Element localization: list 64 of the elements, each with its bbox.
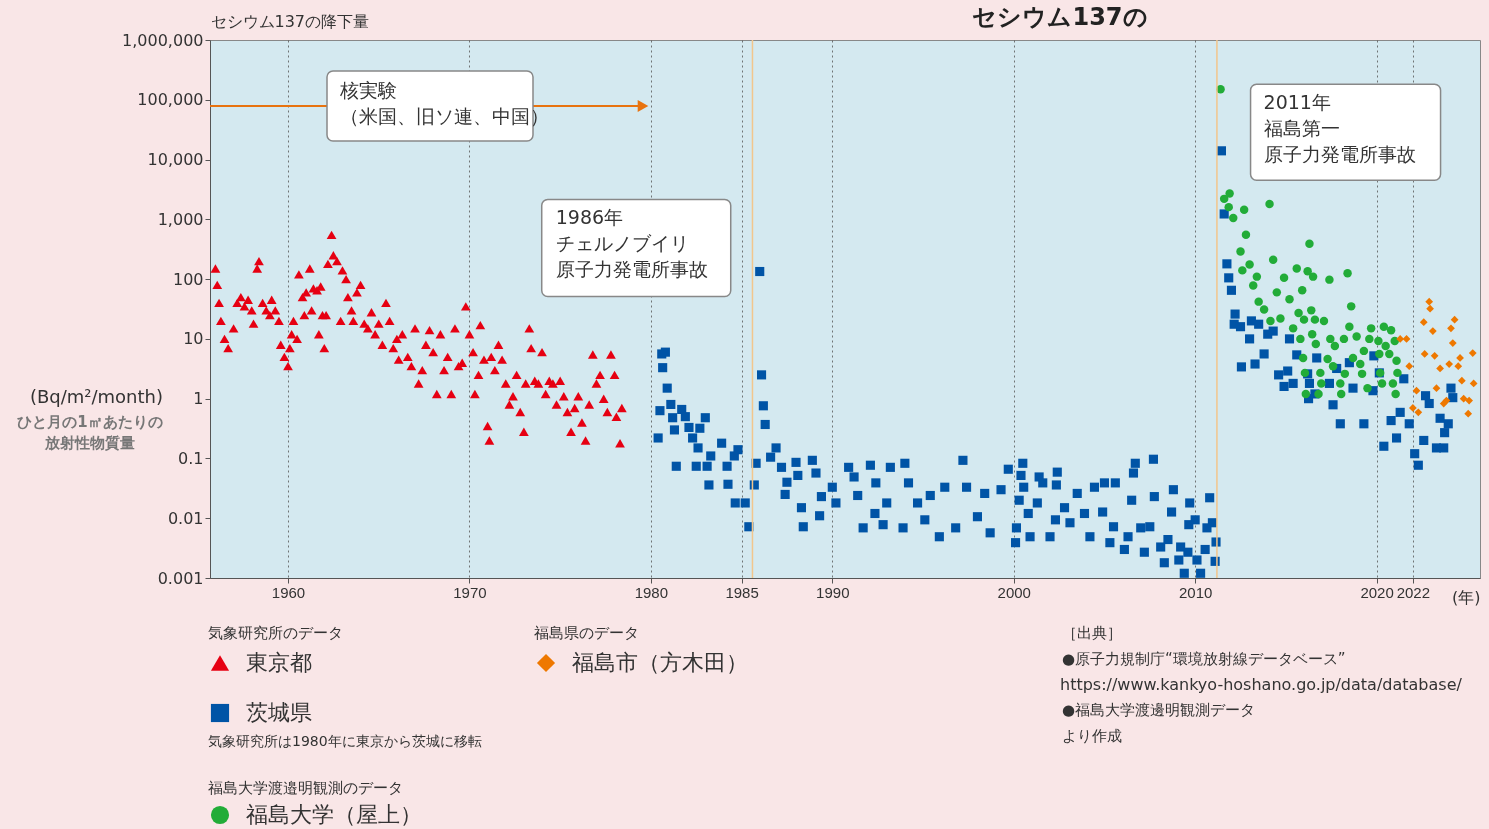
text: ひと月の1㎡あたりの放射性物質量 (17, 413, 163, 452)
point (1419, 318, 1428, 327)
point (1457, 376, 1466, 385)
text: 気象研究所のデータ (208, 624, 343, 642)
annotation: 2011年福島第一原子力発電所事故 (1263, 91, 1416, 166)
annotation: 核実験（米国、旧ソ連、中国） (339, 79, 549, 127)
point (1428, 327, 1437, 335)
text: ［出典］ (1062, 624, 1122, 642)
point (1409, 404, 1417, 412)
legend-label: 茨城県 (246, 700, 312, 725)
x-tick-label: 2000 (997, 583, 1031, 601)
y-tick-label: 10 (183, 329, 204, 349)
point (1450, 315, 1459, 324)
point (1396, 335, 1405, 343)
text: より作成 (1062, 727, 1122, 745)
y-tick-label: 1,000,000 (122, 30, 204, 50)
point (1468, 349, 1477, 357)
x-tick-label: 1970 (453, 583, 487, 601)
text: https://www.kankyo-hoshano.go.jp/data/database/ (1060, 675, 1463, 694)
point (1448, 339, 1457, 347)
y-tick-label: 0.1 (178, 448, 204, 468)
y-tick-label: 1,000 (157, 209, 204, 229)
point (1465, 396, 1473, 405)
x-tick-label: 1985 (725, 583, 759, 601)
text: 気象研究所は1980年に東京から茨城に移転 (208, 733, 482, 749)
y-tick-label: 0.01 (167, 508, 204, 528)
text: 福島県のデータ (534, 624, 639, 642)
point (1425, 297, 1434, 306)
text: (Bq/m²/month) (29, 386, 163, 407)
legend-label: 福島市（方木田） (572, 650, 748, 675)
point (1402, 335, 1411, 343)
y-tick-label: 0.001 (157, 568, 204, 588)
point (1420, 350, 1429, 358)
x-tick-label: 2010 (1178, 583, 1213, 601)
x-tick-label: 1990 (816, 583, 850, 601)
point (1412, 386, 1421, 395)
text: ●原子力規制庁“環境放射線データベース” (1062, 650, 1346, 668)
point (1432, 384, 1441, 393)
legend-label: 東京都 (246, 650, 312, 675)
legend-label: 福島大学（屋上） (246, 802, 422, 827)
y-tick-label: 100,000 (137, 90, 204, 110)
chart-title: セシウム137の (972, 3, 1148, 31)
point (1445, 360, 1454, 368)
x-tick-label: 1980 (634, 583, 669, 601)
point (1454, 362, 1463, 371)
y-tick-label: 100 (172, 269, 204, 289)
x-axis-title: (年) (1452, 587, 1481, 607)
point (1436, 364, 1444, 373)
x-tick-label: 1960 (271, 583, 306, 601)
point (1405, 362, 1414, 371)
x-tick-label: 2022 (1396, 583, 1431, 601)
annotation: 1986年チェルノブイリ原子力発電所事故 (555, 205, 708, 280)
point (1430, 351, 1439, 360)
point (1414, 408, 1423, 417)
x-tick-label: 2020 (1360, 583, 1394, 601)
text: ●福島大学渡邊明観測データ (1062, 701, 1256, 719)
text: 福島大学渡邉明観測のデータ (208, 779, 403, 797)
y-tick-label: 10,000 (147, 150, 204, 170)
point (1464, 409, 1473, 418)
point (1426, 304, 1434, 313)
point (1469, 379, 1478, 388)
y-axis-title: セシウム137の降下量 (210, 11, 370, 31)
point (1447, 324, 1455, 333)
y-tick-label: 1 (193, 389, 204, 409)
